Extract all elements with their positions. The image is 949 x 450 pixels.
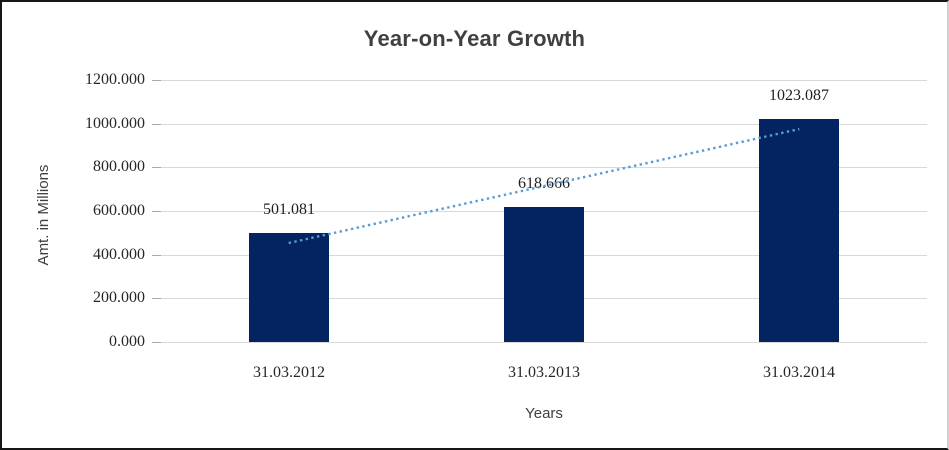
gridline (161, 342, 927, 343)
gridline (161, 124, 927, 125)
y-tick-label: 600.000 (93, 202, 145, 219)
y-axis-tickmark (152, 298, 161, 299)
x-axis-title: Years (525, 405, 563, 422)
x-tick-label: 31.03.2012 (253, 364, 325, 381)
bar (504, 207, 584, 342)
bar-value-label: 1023.087 (769, 87, 829, 104)
y-axis-tickmark (152, 255, 161, 256)
y-tick-label: 1200.000 (85, 71, 145, 88)
y-tick-label: 800.000 (93, 158, 145, 175)
gridline (161, 80, 927, 81)
y-tick-label: 0.000 (109, 333, 145, 350)
y-tick-label: 400.000 (93, 246, 145, 263)
bar-value-label: 618.666 (518, 175, 570, 192)
y-axis-tickmark (152, 124, 161, 125)
y-axis-title: Amt. in Millions (35, 164, 52, 266)
bar (759, 119, 839, 342)
x-tick-label: 31.03.2014 (763, 364, 835, 381)
y-tick-label: 1000.000 (85, 115, 145, 132)
chart-title: Year-on-Year Growth (363, 26, 586, 51)
y-axis-tickmark (152, 342, 161, 343)
y-axis-tickmark (152, 211, 161, 212)
bar-value-label: 501.081 (263, 201, 315, 218)
y-axis-tickmark (152, 167, 161, 168)
x-tick-label: 31.03.2013 (508, 364, 580, 381)
bar (249, 233, 329, 342)
y-axis-tickmark (152, 80, 161, 81)
y-tick-label: 200.000 (93, 289, 145, 306)
